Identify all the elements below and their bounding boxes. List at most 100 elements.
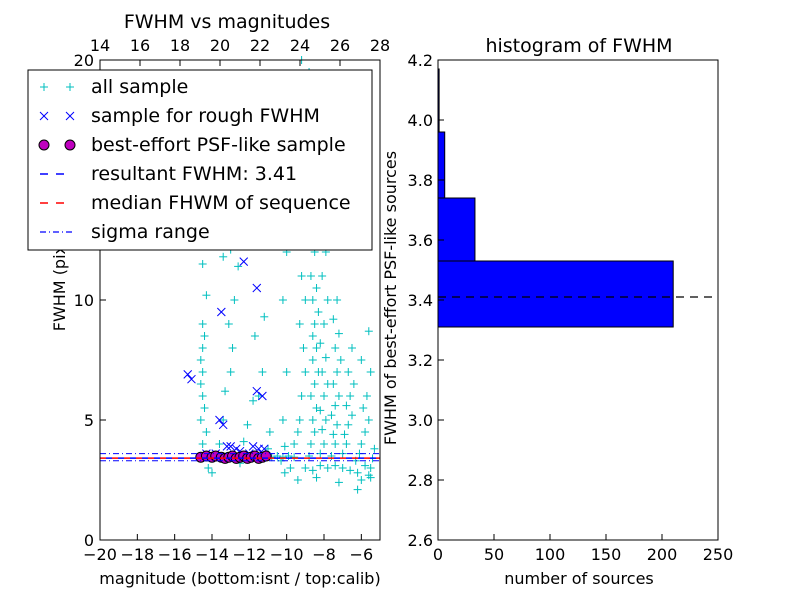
all-sample-point	[344, 368, 353, 376]
scatter-x-tick-label: −18	[120, 545, 154, 564]
legend-marker-plus	[40, 83, 48, 91]
all-sample-point	[342, 401, 351, 410]
all-sample-point	[200, 404, 209, 412]
all-sample-point	[278, 416, 287, 424]
all-sample-point	[336, 356, 345, 364]
all-sample-point	[226, 368, 235, 376]
all-sample-point	[316, 406, 325, 415]
scatter-top-tick-label: 28	[370, 36, 390, 55]
rough-sample-point	[218, 420, 228, 430]
legend-entries: all sample sample for rough FWHM best-effo…	[38, 76, 351, 243]
all-sample-point	[327, 411, 336, 420]
legend-label: sample for rough FWHM	[91, 105, 320, 127]
all-sample-point	[301, 296, 310, 304]
all-sample-point	[202, 291, 211, 300]
histogram-x-tick-label: 0	[433, 545, 443, 564]
all-sample-point	[364, 327, 373, 336]
all-sample-point	[265, 428, 274, 436]
histogram-x-tick-label: 100	[535, 545, 566, 564]
histogram-x-ticks: 0 50 100 150 200 250	[433, 534, 733, 564]
histogram-bars	[437, 68, 674, 328]
all-sample-point	[306, 392, 315, 400]
all-sample-point	[331, 344, 340, 352]
all-sample-point	[312, 284, 321, 292]
rough-sample-point	[216, 307, 226, 317]
all-sample-point	[334, 478, 343, 487]
all-sample-point	[301, 464, 310, 472]
all-sample-point	[370, 444, 379, 453]
scatter-y-ticks: 0 5 10 20	[74, 51, 106, 550]
all-sample-point	[278, 453, 287, 462]
all-sample-point	[308, 416, 317, 424]
all-sample-point	[301, 368, 310, 376]
rough-sample-point	[183, 370, 193, 379]
all-sample-point	[260, 312, 269, 321]
all-sample-point	[334, 392, 343, 400]
all-sample-point	[221, 387, 230, 396]
all-sample-point	[329, 380, 338, 388]
all-sample-point	[234, 262, 243, 271]
histogram-bar	[437, 260, 674, 328]
all-sample-point	[346, 466, 355, 475]
scatter-y-tick-label: 5	[84, 411, 94, 430]
all-sample-point	[362, 392, 371, 400]
histogram-x-tick-label: 200	[647, 545, 678, 564]
histogram-y-tick-label: 3.0	[408, 411, 433, 430]
all-sample-point	[258, 368, 267, 376]
all-sample-point	[290, 440, 299, 448]
legend-marker-dot	[38, 139, 50, 151]
all-sample-point	[198, 260, 207, 268]
all-sample-point	[366, 473, 375, 482]
all-sample-point	[202, 428, 211, 436]
histogram-x-tick-label: 50	[484, 545, 504, 564]
all-sample-point	[320, 440, 328, 448]
histogram-y-ticks: 2.6 2.8 3.0 3.2 3.4 3.6 3.8 4.0 4.2	[408, 51, 444, 550]
scatter-y-tick-label: 0	[84, 531, 94, 550]
all-sample-point	[308, 356, 317, 364]
histogram-y-tick-label: 3.2	[408, 351, 433, 370]
legend-entry: median FHWM of sequence	[40, 192, 351, 214]
all-sample-point	[312, 473, 321, 482]
histogram-x-tick-label: 250	[703, 545, 734, 564]
all-sample-point	[359, 404, 368, 412]
legend-entry: all sample	[40, 76, 188, 98]
histogram-x-tick-label: 150	[591, 545, 622, 564]
all-sample-point	[219, 252, 228, 261]
all-sample-point	[208, 468, 216, 477]
rough-sample-point	[215, 415, 224, 425]
rough-sample-point	[226, 442, 236, 451]
rough-sample-point	[187, 374, 196, 384]
all-sample-point	[250, 332, 259, 340]
scatter-x-label: magnitude (bottom:isnt / top:calib)	[99, 569, 380, 588]
all-sample-point	[323, 464, 332, 472]
legend-label: best-effort PSF-like sample	[91, 134, 346, 156]
all-sample-point	[286, 464, 295, 472]
histogram-panel: 0 50 100 150 200 250 2.6 2.8 3.0 3.2 3.4 3.6 3.8 4.0…	[381, 35, 733, 588]
all-sample-point	[293, 428, 302, 436]
scatter-x-tick-label: −14	[195, 545, 229, 564]
histogram-y-tick-label: 4.2	[408, 51, 433, 70]
reference-lines	[100, 453, 380, 462]
all-sample-point	[346, 392, 355, 400]
all-sample-point	[318, 272, 327, 280]
scatter-top-ticks: 14 16 18 20 22 24 26 28	[90, 36, 390, 66]
histogram-y-tick-label: 2.8	[408, 471, 433, 490]
scatter-panel: −20 −18 −16 −14 −12 −10 −8 −6 0 5 10 20 14 16 18 20 22…	[27, 11, 390, 588]
all-sample-point	[308, 466, 317, 475]
all-sample-point	[349, 380, 358, 388]
scatter-x-ticks: −20 −18 −16 −14 −12 −10 −8 −6	[83, 534, 373, 564]
all-sample-point	[357, 476, 366, 484]
all-sample-point	[333, 368, 342, 376]
all-sample-point	[316, 461, 325, 470]
all-sample-point	[357, 440, 366, 448]
scatter-title: FWHM vs magnitudes	[124, 11, 330, 33]
histogram-y-tick-label: 3.4	[408, 291, 433, 310]
all-sample-point	[366, 368, 375, 376]
all-sample-point	[364, 416, 373, 424]
all-sample-point	[278, 296, 287, 304]
legend-marker-cross	[65, 111, 75, 121]
all-sample-point	[228, 344, 237, 352]
scatter-y-tick-label: 20	[74, 51, 94, 70]
all-sample-point	[320, 320, 328, 328]
